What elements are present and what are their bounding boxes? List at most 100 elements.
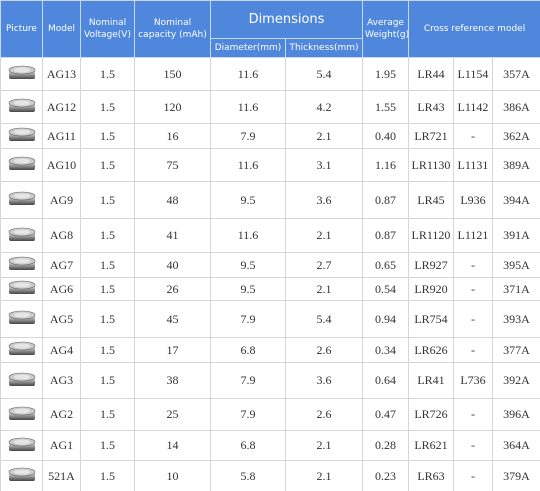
picture-cell	[0, 148, 43, 182]
table-cell: -	[453, 277, 493, 301]
table-cell: AG9	[42, 181, 81, 219]
table-cell: 2.1	[285, 123, 363, 149]
picture-cell	[0, 460, 43, 491]
table-cell: LR726	[408, 398, 454, 431]
picture-cell	[0, 337, 43, 363]
picture-cell	[0, 398, 43, 431]
table-cell: 6.8	[210, 337, 286, 363]
table-cell: 2.6	[285, 337, 363, 363]
table-cell: 364A	[491, 430, 540, 461]
header-cell: Diameter(mm)	[210, 38, 286, 58]
table-cell: LR621	[408, 430, 454, 461]
battery-icon	[8, 256, 35, 270]
table-cell: 25	[134, 398, 211, 431]
table-cell: 6.8	[210, 430, 286, 461]
table-cell: 0.94	[362, 300, 409, 338]
table-row: AG3 1.5 38 7.9 3.6 0.64 LR41 L736 392A	[0, 362, 540, 399]
picture-cell	[0, 57, 43, 91]
table-cell: 11.6	[210, 57, 286, 91]
table-cell: AG3	[42, 362, 81, 399]
table-cell: 10	[134, 460, 211, 491]
table-row: AG1 1.5 14 6.8 2.1 0.28 LR621-364A	[0, 430, 540, 461]
header-cell: Dimensions	[210, 0, 363, 39]
table-cell: 1.5	[80, 460, 135, 491]
table-cell: LR1120	[408, 218, 454, 253]
table-cell: 371A	[491, 277, 540, 301]
table-cell: 386A	[491, 90, 540, 124]
table-cell: AG8	[42, 218, 81, 253]
table-cell: 1.5	[80, 90, 135, 124]
table-cell: L1154	[453, 57, 493, 91]
table-cell: LR754	[408, 300, 454, 338]
battery-icon	[8, 406, 35, 420]
table-cell: -	[453, 252, 493, 278]
table-cell: AG5	[42, 300, 81, 338]
header-cell: Nominal Voltage(V)	[80, 0, 135, 58]
table-cell: 1.16	[362, 148, 409, 182]
table-cell: 11.6	[210, 148, 286, 182]
battery-icon	[8, 191, 35, 205]
table-cell: 0.28	[362, 430, 409, 461]
table-cell: 1.5	[80, 218, 135, 253]
battery-icon	[8, 280, 35, 294]
picture-cell	[0, 362, 43, 399]
header-cell: Thickness(mm)	[285, 38, 363, 58]
table-cell: 17	[134, 337, 211, 363]
table-cell: AG4	[42, 337, 81, 363]
battery-icon	[8, 341, 35, 355]
table-cell: 1.5	[80, 300, 135, 338]
table-cell: 9.5	[210, 277, 286, 301]
battery-icon	[8, 127, 35, 141]
table-cell: 2.7	[285, 252, 363, 278]
table-cell: 394A	[491, 181, 540, 219]
table-cell: -	[453, 430, 493, 461]
table-cell: 392A	[491, 362, 540, 399]
table-cell: 0.54	[362, 277, 409, 301]
table-cell: LR626	[408, 337, 454, 363]
table-cell: LR927	[408, 252, 454, 278]
table-cell: 3.6	[285, 362, 363, 399]
battery-cap	[13, 67, 30, 73]
picture-cell	[0, 218, 43, 253]
picture-cell	[0, 430, 43, 461]
battery-icon	[8, 467, 35, 481]
table-cell: LR1130	[408, 148, 454, 182]
table-cell: 1.5	[80, 337, 135, 363]
battery-icon	[8, 156, 35, 170]
battery-cap	[13, 258, 30, 264]
table-cell: L1121	[453, 218, 493, 253]
table-cell: L936	[453, 181, 493, 219]
battery-cap	[13, 374, 30, 379]
table-cell: AG2	[42, 398, 81, 431]
table-cell: -	[453, 460, 493, 491]
table-cell: 0.87	[362, 218, 409, 253]
header-cell: Nominal capacity (mAh)	[134, 0, 211, 58]
table-cell: 45	[134, 300, 211, 338]
table-cell: L1142	[453, 90, 493, 124]
table-cell: L736	[453, 362, 493, 399]
table-row: AG8 1.5 41 11.6 2.1 0.87 LR1120 L1121 391A	[0, 218, 540, 253]
table-cell: 1.5	[80, 362, 135, 399]
battery-icon	[8, 98, 35, 112]
table-row: AG2 1.5 25 7.9 2.6 0.47 LR726-396A	[0, 398, 540, 431]
table-cell: 120	[134, 90, 211, 124]
picture-cell	[0, 252, 43, 278]
table-cell: -	[453, 300, 493, 338]
table-cell: 48	[134, 181, 211, 219]
table-cell: 38	[134, 362, 211, 399]
table-cell: 9.5	[210, 252, 286, 278]
table-cell: 2.1	[285, 460, 363, 491]
picture-cell	[0, 181, 43, 219]
table-cell: 0.40	[362, 123, 409, 149]
table-cell: 2.1	[285, 277, 363, 301]
picture-cell	[0, 90, 43, 124]
table-cell: 2.6	[285, 398, 363, 431]
table-cell: 389A	[491, 148, 540, 182]
table-row: AG5 1.5 45 7.9 5.4 0.94 LR754-393A	[0, 300, 540, 338]
table-cell: LR43	[408, 90, 454, 124]
table-cell: AG7	[42, 252, 81, 278]
picture-cell	[0, 277, 43, 301]
table-cell: AG1	[42, 430, 81, 461]
table-cell: 1.95	[362, 57, 409, 91]
